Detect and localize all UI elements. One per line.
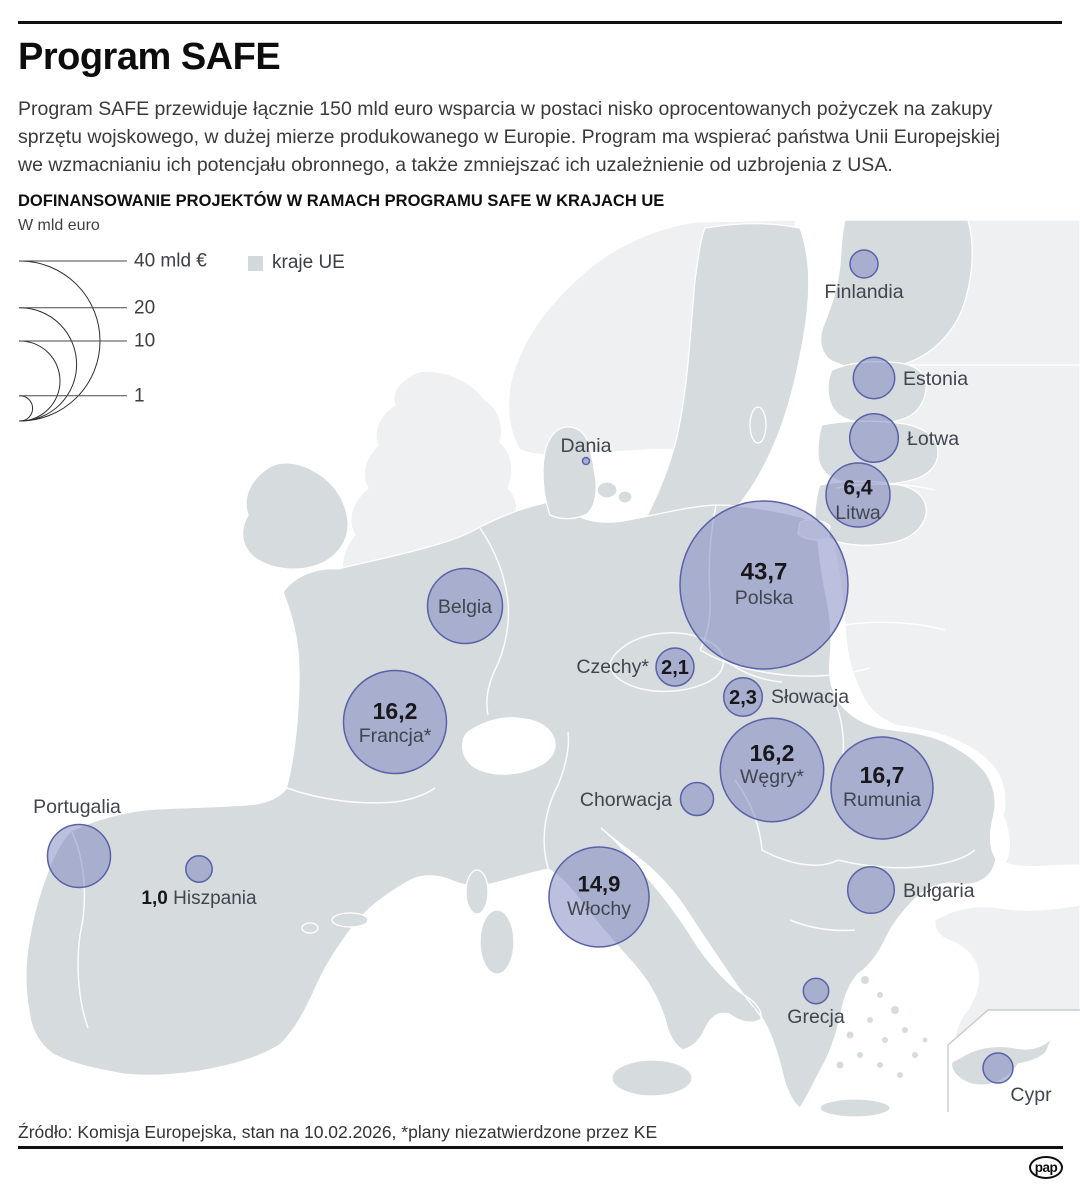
bubble-label: Francja*	[359, 725, 432, 747]
bubble-label: Chorwacja	[580, 789, 672, 811]
bubble-label: Litwa	[835, 502, 881, 524]
country-bubble-Finlandia: Finlandia	[824, 249, 904, 303]
country-shape-denmark-isles	[596, 481, 618, 499]
bubbles-layer: 43,7Polska16,2Węgry*16,2Francja*16,7Rumu…	[33, 249, 1052, 1106]
top-rule	[18, 21, 1062, 24]
island-sardinia	[479, 909, 515, 975]
country-bubble-Portugalia: Portugalia	[33, 796, 121, 889]
country-bubble-Grecja: Grecja	[787, 977, 845, 1028]
country-bubble-Bułgaria: Bułgaria	[846, 865, 975, 915]
bubble-label: 16,2	[373, 698, 418, 724]
island-corsica	[465, 869, 489, 915]
bubble-label: Czechy*	[576, 656, 649, 678]
country-bubble-Belgia: Belgia	[426, 567, 504, 645]
chart-section-title: DOFINANSOWANIE PROJEKTÓW W RAMACH PROGRA…	[18, 192, 665, 210]
country-shape-ireland	[241, 462, 349, 570]
eu-country-swatch	[248, 255, 263, 271]
bubble-label: Cypr	[1010, 1084, 1052, 1106]
eu-legend: kraje UE	[248, 252, 345, 274]
country-shape-denmark-isles	[617, 490, 633, 504]
bubble-label: Estonia	[903, 368, 968, 390]
europe-bubble-map: 43,7 Polska 16,2 Węgry* 16,2 Francja* 16,7 Rumu…	[0, 219, 1080, 1120]
unit-label: W mld euro	[18, 217, 100, 234]
bubble-label: Bułgaria	[903, 880, 975, 902]
size-legend: 40 mld € 20 10 1	[19, 251, 207, 422]
island-gotland	[749, 406, 767, 444]
intro-line: Program SAFE przewiduje łącznie 150 mld …	[18, 98, 993, 120]
bubble-label: Łotwa	[907, 428, 959, 450]
bubble-label: 2,3	[729, 687, 757, 709]
country-bubble-Łotwa: Łotwa	[848, 412, 959, 464]
country-bubble-Cypr: Cypr	[982, 1052, 1052, 1106]
intro-paragraph: Program SAFE przewiduje łącznie 150 mld …	[18, 95, 1068, 179]
bubble-label: 16,2	[750, 740, 795, 766]
size-legend-label: 40 mld €	[134, 251, 207, 272]
bubble-label: Węgry*	[740, 766, 804, 788]
aegean-islands	[742, 976, 928, 1078]
size-legend-label: 10	[134, 331, 155, 352]
country-bubble-Chorwacja: Chorwacja	[580, 781, 715, 817]
island-balearic	[301, 922, 319, 934]
bubble-label: 6,4	[843, 477, 873, 500]
bubble-label: Słowacja	[771, 686, 849, 708]
page-title: Program SAFE	[18, 36, 281, 78]
eu-legend-label: kraje UE	[272, 252, 345, 273]
bubble-label: Włochy	[567, 898, 631, 920]
country-shape-switzerland	[462, 717, 556, 775]
country-bubble-Czechy*: 2,1 Czechy*	[576, 647, 695, 687]
bubble-label: Rumunia	[843, 789, 921, 811]
country-bubble-Słowacja: 2,3 Słowacja	[722, 676, 849, 718]
intro-line: sprzętu wojskowego, w dużej mierze produ…	[18, 126, 1000, 148]
island-sicily	[611, 1059, 693, 1097]
size-legend-label: 20	[134, 297, 155, 318]
bubble-label: Dania	[561, 435, 612, 457]
bubble-label: 2,1	[661, 657, 689, 679]
bubble-label: Finlandia	[824, 281, 903, 303]
footer-rule	[18, 1146, 1063, 1149]
island-balearic	[331, 912, 369, 928]
map-svg: 43,7Polska16,2Węgry*16,2Francja*16,7Rumu…	[19, 219, 1080, 1118]
pap-logo: pap	[1029, 1156, 1063, 1179]
bubble-label: 43,7	[741, 559, 788, 586]
country-shape-denmark	[542, 426, 597, 520]
intro-line: we wzmacnianiu ich potencjału obronnego,…	[18, 154, 893, 176]
bubble-label: Belgia	[438, 596, 492, 618]
source-note: Źródło: Komisja Europejska, stan na 10.0…	[18, 1122, 658, 1142]
country-bubble-Estonia: Estonia	[852, 356, 968, 400]
island-crete	[819, 1098, 891, 1118]
bubble-label: Portugalia	[33, 796, 121, 818]
bubble-label: 14,9	[578, 872, 621, 897]
bubble-label: Grecja	[787, 1006, 845, 1028]
country-bubble-Dania: Dania	[561, 435, 612, 466]
bubble-label: Polska	[735, 587, 794, 609]
country-bubble-Hiszpania: 1,0 Hiszpania	[141, 855, 257, 909]
bubble-label: 1,0 Hiszpania	[141, 888, 257, 909]
size-legend-label: 1	[134, 385, 145, 406]
cyprus-inset-border	[947, 1009, 1080, 1112]
bubble-label: 16,7	[860, 762, 905, 788]
